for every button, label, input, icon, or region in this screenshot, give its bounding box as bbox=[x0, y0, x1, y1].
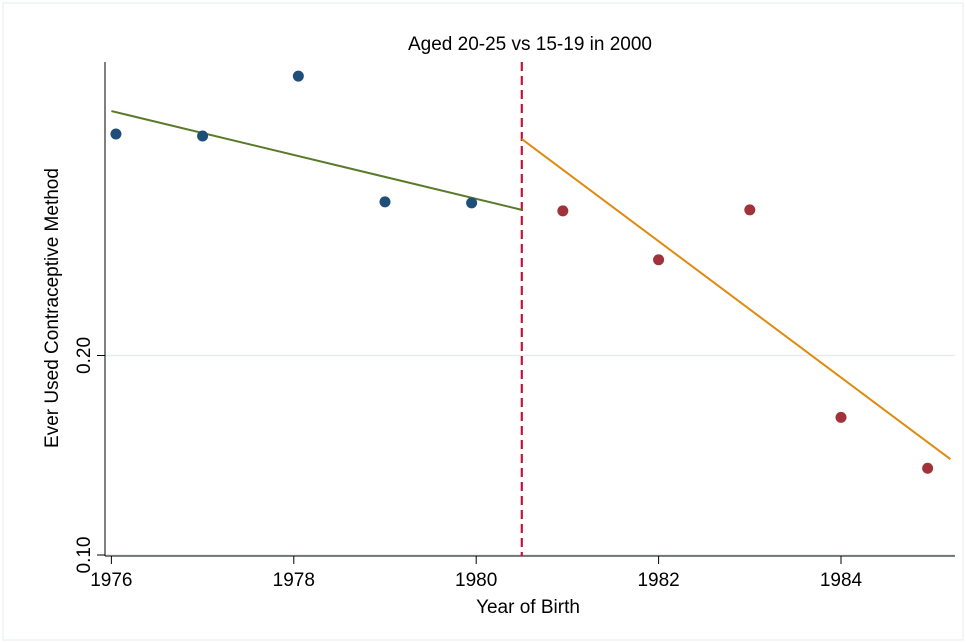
y-tick-label-0: 0.10 bbox=[74, 537, 95, 574]
x-tick-label-3: 1982 bbox=[637, 570, 679, 591]
y-tick-label-1: 0.20 bbox=[74, 337, 95, 374]
data-point-s0-4 bbox=[466, 197, 478, 209]
data-point-s0-2 bbox=[292, 70, 304, 82]
data-point-s1-2 bbox=[744, 204, 756, 216]
plot-area bbox=[105, 62, 955, 556]
data-point-s0-3 bbox=[379, 196, 391, 208]
x-axis-ticks: 1976 1978 1980 1982 1984 bbox=[90, 556, 863, 591]
fit-lines bbox=[111, 110, 952, 461]
x-tick-label-2: 1980 bbox=[455, 570, 497, 591]
data-point-s1-4 bbox=[922, 462, 934, 474]
grid-lines bbox=[105, 354, 955, 556]
x-tick-label-4: 1984 bbox=[820, 570, 863, 591]
x-axis-label: Year of Birth bbox=[476, 597, 580, 618]
chart-title: Aged 20-25 vs 15-19 in 2000 bbox=[408, 34, 652, 55]
data-points bbox=[110, 70, 934, 474]
data-point-s0-0 bbox=[110, 128, 122, 140]
axes bbox=[104, 62, 955, 557]
x-tick-label-1: 1978 bbox=[273, 570, 315, 591]
x-tick-label-0: 1976 bbox=[90, 570, 132, 591]
fit-line-1 bbox=[521, 138, 952, 461]
y-axis-ticks: 0.10 0.20 bbox=[74, 337, 105, 573]
data-point-s0-1 bbox=[197, 130, 209, 142]
y-axis-label: Ever Used Contraceptive Method bbox=[42, 168, 63, 448]
data-point-s1-3 bbox=[835, 411, 847, 423]
fit-line-0 bbox=[111, 110, 523, 211]
data-point-s1-0 bbox=[557, 205, 569, 217]
data-point-s1-1 bbox=[653, 254, 665, 266]
